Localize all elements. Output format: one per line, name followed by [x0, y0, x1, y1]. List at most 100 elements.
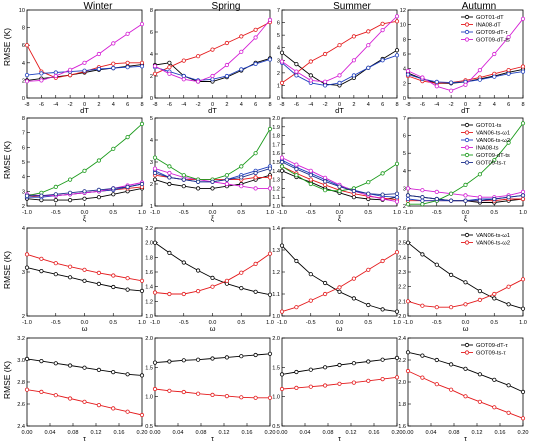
data-point — [167, 250, 172, 255]
series-INA08-dT — [152, 19, 273, 76]
y-tick-label: 1.2 — [272, 270, 280, 276]
x-tick-label: 6 — [507, 102, 510, 108]
series-GOT09-ts-τ — [279, 375, 400, 392]
panel-r0-c3: -8 -6 -4 -2 0 2 4 6 8 0 2 4 6 8 10 12 dT GOT01-dT INA08-dT… — [400, 8, 526, 115]
legend-marker — [464, 137, 470, 143]
x-axis-label: ω — [463, 324, 469, 333]
x-tick-label: 0.0 — [209, 210, 217, 216]
y-tick-label: 1.1 — [272, 195, 280, 201]
data-point — [294, 61, 299, 67]
x-tick-label: 0 — [338, 102, 341, 108]
series-VAN06-ts-ω1 — [24, 265, 145, 293]
panel-r2-c2: -1.0 -0.5 0.0 0.5 1.0 1.0 1.1 1.2 1.3 1.4 ω — [272, 226, 401, 333]
data-point — [434, 382, 439, 387]
data-point — [380, 58, 385, 63]
data-point — [68, 67, 73, 72]
data-point — [506, 34, 511, 40]
data-point — [82, 267, 87, 272]
data-point — [506, 140, 511, 145]
x-tick-label: -4 — [434, 102, 439, 108]
data-point — [24, 252, 30, 257]
y-tick-label: 2.4 — [398, 336, 406, 342]
panel-r2-c3: -1.0 -0.5 0.0 0.5 1.0 2.0 2.1 2.2 2.3 2.4 2.5 2.6 ω V… — [398, 226, 527, 333]
data-point — [152, 155, 158, 160]
data-point — [448, 191, 454, 196]
data-point — [239, 285, 244, 291]
x-tick-label: -1.0 — [22, 210, 32, 216]
y-tick-label: 6 — [277, 21, 280, 27]
y-tick-label: 0 — [403, 96, 406, 102]
x-tick-label: 8 — [268, 102, 271, 108]
y-tick-label: 3 — [150, 160, 153, 166]
x-tick-label: 0.12 — [346, 430, 357, 436]
panel-r1-c1: -1.0 -0.5 0.0 0.5 1.0 1 2 3 4 5 ξ — [150, 116, 274, 223]
data-point — [279, 168, 285, 173]
data-point — [394, 48, 400, 53]
data-point — [210, 356, 215, 361]
data-point — [196, 391, 201, 396]
data-point — [394, 14, 400, 19]
x-tick-label: -1.0 — [277, 320, 287, 326]
x-tick-label: 0.12 — [219, 430, 230, 436]
data-point — [366, 29, 371, 34]
x-axis-label: ξ — [211, 214, 215, 223]
series-VAN06-ts-ω2 — [405, 277, 526, 310]
x-tick-label: 6 — [126, 102, 129, 108]
x-tick-label: 6 — [254, 102, 257, 108]
data-point — [24, 193, 30, 198]
data-point — [279, 309, 285, 314]
y-tick-label: 1.4 — [272, 169, 280, 175]
legend-label: GOT01-dT — [476, 15, 504, 21]
data-point — [267, 186, 273, 191]
y-tick-label: 8 — [150, 8, 153, 14]
x-tick-label: 0.00 — [277, 430, 288, 436]
data-point — [337, 188, 342, 194]
x-tick-label: 0.00 — [150, 430, 161, 436]
y-tick-label: 0 — [277, 96, 280, 102]
data-point — [139, 288, 145, 293]
data-point — [351, 195, 356, 200]
data-point — [420, 375, 425, 380]
legend-marker — [464, 240, 470, 245]
x-tick-label: 1.0 — [266, 210, 274, 216]
series-GOT09-dT-ts — [152, 17, 273, 84]
data-point — [196, 186, 201, 191]
data-point — [405, 350, 411, 355]
data-point — [394, 19, 400, 24]
data-point — [337, 80, 342, 86]
data-point — [139, 21, 145, 27]
data-point — [210, 179, 215, 184]
legend-marker — [464, 350, 470, 355]
data-point — [96, 367, 102, 372]
data-point — [420, 195, 425, 200]
panel-r0-c1: -8 -6 -4 -2 0 2 4 6 8 0 2 4 6 8 dT — [150, 8, 273, 115]
data-point — [448, 305, 454, 310]
data-point — [322, 188, 328, 193]
legend-marker — [464, 29, 470, 35]
y-tick-label: 2 — [277, 71, 280, 77]
data-point — [434, 357, 439, 363]
data-point — [492, 405, 497, 410]
x-axis-label: dT — [335, 106, 344, 115]
data-point — [96, 51, 102, 57]
panel-r0-c2: -8 -6 -4 -2 0 2 4 6 8 0 1 2 3 4 5 6 7 dT — [277, 8, 400, 115]
x-tick-label: -4 — [181, 102, 186, 108]
data-point — [366, 267, 371, 272]
series-VAN06-ts-ω2 — [24, 252, 145, 283]
x-tick-label: -0.5 — [51, 210, 61, 216]
data-point — [181, 260, 186, 265]
x-axis-label: dT — [208, 106, 217, 115]
legend-marker — [464, 37, 470, 42]
data-point — [420, 188, 425, 193]
data-point — [82, 68, 87, 73]
data-point — [96, 195, 102, 200]
series-line — [407, 351, 524, 393]
y-tick-label: 0.5 — [272, 424, 280, 430]
data-point — [492, 51, 497, 57]
data-point — [111, 186, 116, 191]
y-tick-label: 4 — [150, 138, 153, 144]
legend-label: INA08-dT — [476, 23, 501, 29]
legend-label: GOT09-ts-τ — [476, 351, 506, 357]
data-point — [294, 173, 299, 178]
data-point — [224, 177, 229, 182]
